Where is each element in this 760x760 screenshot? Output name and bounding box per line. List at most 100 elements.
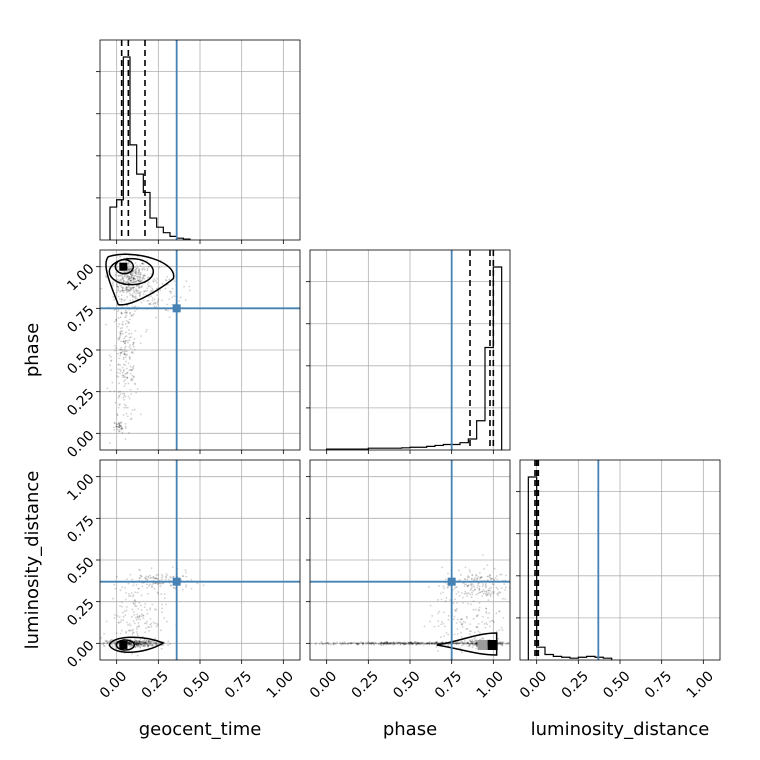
scatter-point bbox=[431, 615, 434, 617]
scatter-point bbox=[478, 602, 481, 604]
scatter-point bbox=[117, 352, 119, 355]
scatter-point bbox=[408, 641, 411, 644]
truth-marker bbox=[447, 577, 456, 586]
scatter-point bbox=[341, 642, 344, 644]
scatter-point bbox=[131, 629, 133, 632]
scatter-point bbox=[321, 642, 324, 645]
scatter-point bbox=[127, 279, 129, 281]
scatter-point bbox=[141, 640, 144, 642]
scatter-point bbox=[147, 645, 150, 648]
scatter-point bbox=[475, 574, 478, 576]
scatter-point bbox=[173, 295, 176, 298]
y-tick-label: 0.75 bbox=[64, 513, 97, 546]
scatter-point bbox=[145, 578, 147, 580]
scatter-point bbox=[148, 640, 151, 643]
scatter-point bbox=[502, 616, 505, 619]
scatter-point bbox=[133, 290, 136, 293]
scatter-point bbox=[345, 642, 348, 645]
scatter-point bbox=[109, 364, 111, 367]
scatter-point bbox=[150, 625, 153, 628]
scatter-point bbox=[141, 262, 144, 265]
scatter-point bbox=[495, 586, 498, 589]
scatter-point bbox=[389, 643, 391, 646]
scatter-point bbox=[430, 642, 433, 645]
scatter-point bbox=[111, 282, 114, 285]
scatter-point bbox=[149, 642, 152, 644]
scatter-point bbox=[379, 643, 382, 645]
scatter-point bbox=[138, 292, 141, 295]
scatter-point bbox=[132, 631, 135, 634]
scatter-point bbox=[115, 271, 118, 274]
scatter-point bbox=[470, 583, 472, 586]
scatter-point bbox=[129, 643, 132, 646]
scatter-point bbox=[493, 578, 496, 581]
scatter-point bbox=[130, 379, 133, 381]
scatter-point bbox=[467, 575, 469, 577]
scatter-point bbox=[138, 614, 141, 617]
scatter-point bbox=[122, 414, 125, 416]
scatter-point bbox=[184, 299, 187, 301]
y-axis-label-phase: phase bbox=[22, 323, 43, 377]
scatter-point bbox=[128, 432, 130, 434]
scatter-point bbox=[135, 616, 137, 619]
scatter-point bbox=[130, 273, 133, 276]
scatter-point bbox=[132, 345, 135, 348]
scatter-point bbox=[128, 275, 131, 278]
scatter-point bbox=[138, 275, 141, 278]
scatter-point bbox=[321, 642, 324, 645]
scatter-point bbox=[124, 598, 127, 601]
scatter-point bbox=[435, 646, 438, 648]
scatter-point bbox=[161, 603, 164, 606]
scatter-point bbox=[121, 332, 124, 335]
scatter-point bbox=[140, 301, 143, 304]
scatter-point bbox=[137, 276, 139, 279]
scatter-point bbox=[120, 312, 123, 315]
scatter-point bbox=[501, 643, 504, 646]
scatter-point bbox=[457, 642, 460, 645]
scatter-point bbox=[128, 629, 131, 632]
scatter-point bbox=[130, 332, 133, 335]
scatter-point bbox=[457, 569, 460, 572]
scatter-point bbox=[150, 289, 153, 292]
scatter-point bbox=[132, 277, 135, 280]
scatter-point bbox=[170, 584, 173, 587]
scatter-point bbox=[137, 642, 140, 645]
scatter-point bbox=[111, 645, 114, 648]
scatter-point bbox=[114, 273, 117, 276]
scatter-point bbox=[148, 284, 151, 287]
scatter-point bbox=[151, 585, 154, 588]
scatter-point bbox=[157, 642, 160, 644]
scatter-point bbox=[148, 629, 151, 632]
scatter-point bbox=[397, 642, 400, 645]
scatter-point bbox=[478, 606, 481, 609]
scatter-point bbox=[425, 642, 428, 645]
scatter-point bbox=[151, 584, 153, 587]
scatter-point bbox=[426, 641, 429, 644]
scatter-point bbox=[129, 638, 132, 641]
scatter-point bbox=[126, 371, 128, 374]
scatter-point bbox=[473, 631, 476, 634]
scatter-point bbox=[326, 642, 329, 644]
scatter-point bbox=[485, 585, 488, 588]
scatter-point bbox=[138, 642, 141, 645]
scatter-point bbox=[384, 643, 386, 645]
scatter-point bbox=[428, 643, 431, 645]
scatter-point bbox=[435, 641, 437, 644]
scatter-point bbox=[400, 641, 402, 644]
scatter-point bbox=[400, 642, 403, 645]
scatter-point bbox=[407, 643, 410, 646]
scatter-point bbox=[490, 577, 493, 580]
scatter-point bbox=[115, 422, 118, 425]
scatter-point bbox=[137, 643, 140, 646]
scatter-point bbox=[122, 619, 125, 622]
scatter-point bbox=[128, 623, 131, 625]
scatter-point bbox=[437, 599, 439, 601]
scatter-point bbox=[160, 578, 163, 581]
scatter-point bbox=[382, 642, 385, 645]
scatter-point bbox=[150, 643, 153, 646]
scatter-point bbox=[484, 586, 487, 589]
scatter-point bbox=[475, 614, 478, 617]
scatter-point bbox=[496, 593, 499, 595]
scatter-point bbox=[155, 641, 157, 644]
scatter-point bbox=[139, 264, 142, 267]
